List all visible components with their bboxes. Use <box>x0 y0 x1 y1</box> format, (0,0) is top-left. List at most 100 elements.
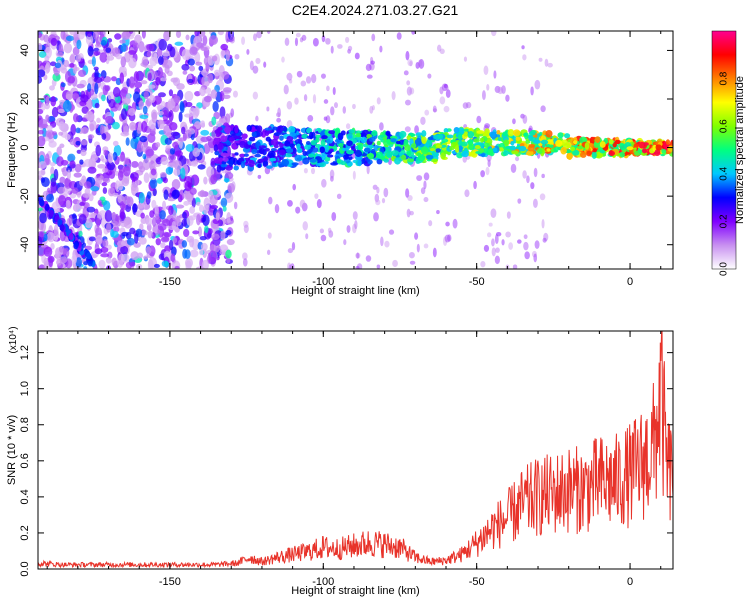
spectrogram-y-tick-label: 20 <box>19 93 31 105</box>
heatmap-cell <box>517 198 522 204</box>
heatmap-cell <box>123 216 133 229</box>
heatmap-cell <box>567 152 573 161</box>
heatmap-cell <box>169 46 176 58</box>
heatmap-cell <box>125 261 133 269</box>
heatmap-cell <box>132 42 140 50</box>
heatmap-cell <box>326 154 334 158</box>
heatmap-cell <box>423 172 430 181</box>
heatmap-cell <box>86 206 96 213</box>
heatmap-cell <box>395 140 401 145</box>
heatmap-cell <box>181 126 186 135</box>
heatmap-cell <box>437 133 444 140</box>
heatmap-cell <box>38 69 46 78</box>
heatmap-cell <box>43 233 48 242</box>
heatmap-cell <box>83 261 88 266</box>
heatmap-cell <box>592 148 598 153</box>
heatmap-cell <box>150 168 157 176</box>
heatmap-cell <box>68 215 73 226</box>
heatmap-cell <box>347 45 353 51</box>
heatmap-cell <box>219 90 225 102</box>
heatmap-cell <box>163 31 171 42</box>
heatmap-cell <box>189 187 197 195</box>
heatmap-cell <box>87 166 97 174</box>
heatmap-cell <box>149 177 158 189</box>
heatmap-cell <box>115 54 123 60</box>
heatmap-cell <box>485 166 490 176</box>
heatmap-cell <box>404 126 411 133</box>
heatmap-cell <box>128 31 134 35</box>
heatmap-cell <box>83 158 93 168</box>
heatmap-cell <box>225 50 230 62</box>
heatmap-cell <box>68 232 74 240</box>
heatmap-cell <box>200 120 205 127</box>
heatmap-cell <box>72 113 79 123</box>
heatmap-cell <box>120 240 128 246</box>
heatmap-cell <box>140 121 148 133</box>
heatmap-cell <box>164 245 171 253</box>
heatmap-cell <box>119 72 125 84</box>
heatmap-cell <box>414 125 419 134</box>
heatmap-cell <box>312 147 319 153</box>
heatmap-cell <box>266 106 270 112</box>
heatmap-cell <box>138 41 145 53</box>
heatmap-cell <box>120 245 129 255</box>
heatmap-cell <box>147 259 154 269</box>
heatmap-cell <box>186 194 194 202</box>
heatmap-cell <box>38 43 43 52</box>
heatmap-cell <box>533 167 538 178</box>
heatmap-cell <box>71 187 79 194</box>
heatmap-cell <box>376 151 384 159</box>
heatmap-cell <box>63 247 70 258</box>
heatmap-cell <box>249 157 258 161</box>
heatmap-cell <box>114 95 121 104</box>
heatmap-cell <box>157 110 164 116</box>
heatmap-cell <box>269 157 277 162</box>
heatmap-cell <box>343 239 347 246</box>
heatmap-cell <box>111 230 119 239</box>
heatmap-cell <box>521 45 525 50</box>
heatmap-cell <box>267 232 272 239</box>
heatmap-cell <box>153 263 160 269</box>
heatmap-cell <box>66 169 71 180</box>
heatmap-cell <box>210 233 220 240</box>
heatmap-cell <box>357 159 362 167</box>
snr-y-tick-label: 0.2 <box>19 525 31 540</box>
heatmap-cell <box>540 105 546 113</box>
heatmap-cell <box>311 73 317 84</box>
heatmap-cell <box>294 154 302 162</box>
heatmap-cell <box>303 168 308 174</box>
heatmap-cell <box>91 56 96 67</box>
heatmap-cell <box>486 84 490 91</box>
spectrogram-y-tick-label: -40 <box>19 237 31 253</box>
heatmap-cell <box>626 146 634 151</box>
heatmap-cell <box>454 145 460 153</box>
heatmap-cell <box>533 139 541 144</box>
heatmap-cell <box>277 161 283 168</box>
heatmap-cell <box>294 138 302 145</box>
heatmap-cell <box>112 192 119 197</box>
heatmap-cell <box>141 55 149 68</box>
heatmap-cell <box>310 139 317 146</box>
heatmap-cell <box>203 95 212 103</box>
heatmap-cell <box>38 108 44 115</box>
heatmap-cell <box>75 257 83 268</box>
heatmap-cell <box>301 34 307 41</box>
heatmap-cell <box>220 135 228 143</box>
spectrogram-x-tick-label: 0 <box>627 276 633 288</box>
heatmap-cell <box>586 150 592 157</box>
heatmap-cell <box>128 57 137 69</box>
heatmap-cell <box>83 265 88 269</box>
heatmap-cell <box>246 124 252 132</box>
heatmap-cell <box>295 32 301 38</box>
heatmap-cell <box>174 150 183 157</box>
heatmap-cell <box>214 150 220 156</box>
heatmap-cell <box>50 37 58 46</box>
heatmap-cell <box>170 131 180 137</box>
heatmap-cell <box>435 148 441 153</box>
heatmap-cell <box>173 95 181 104</box>
heatmap-cell <box>262 160 269 167</box>
heatmap-cell <box>99 124 105 136</box>
heatmap-cell <box>67 153 76 163</box>
heatmap-cell <box>50 95 57 107</box>
heatmap-cell <box>151 199 157 209</box>
